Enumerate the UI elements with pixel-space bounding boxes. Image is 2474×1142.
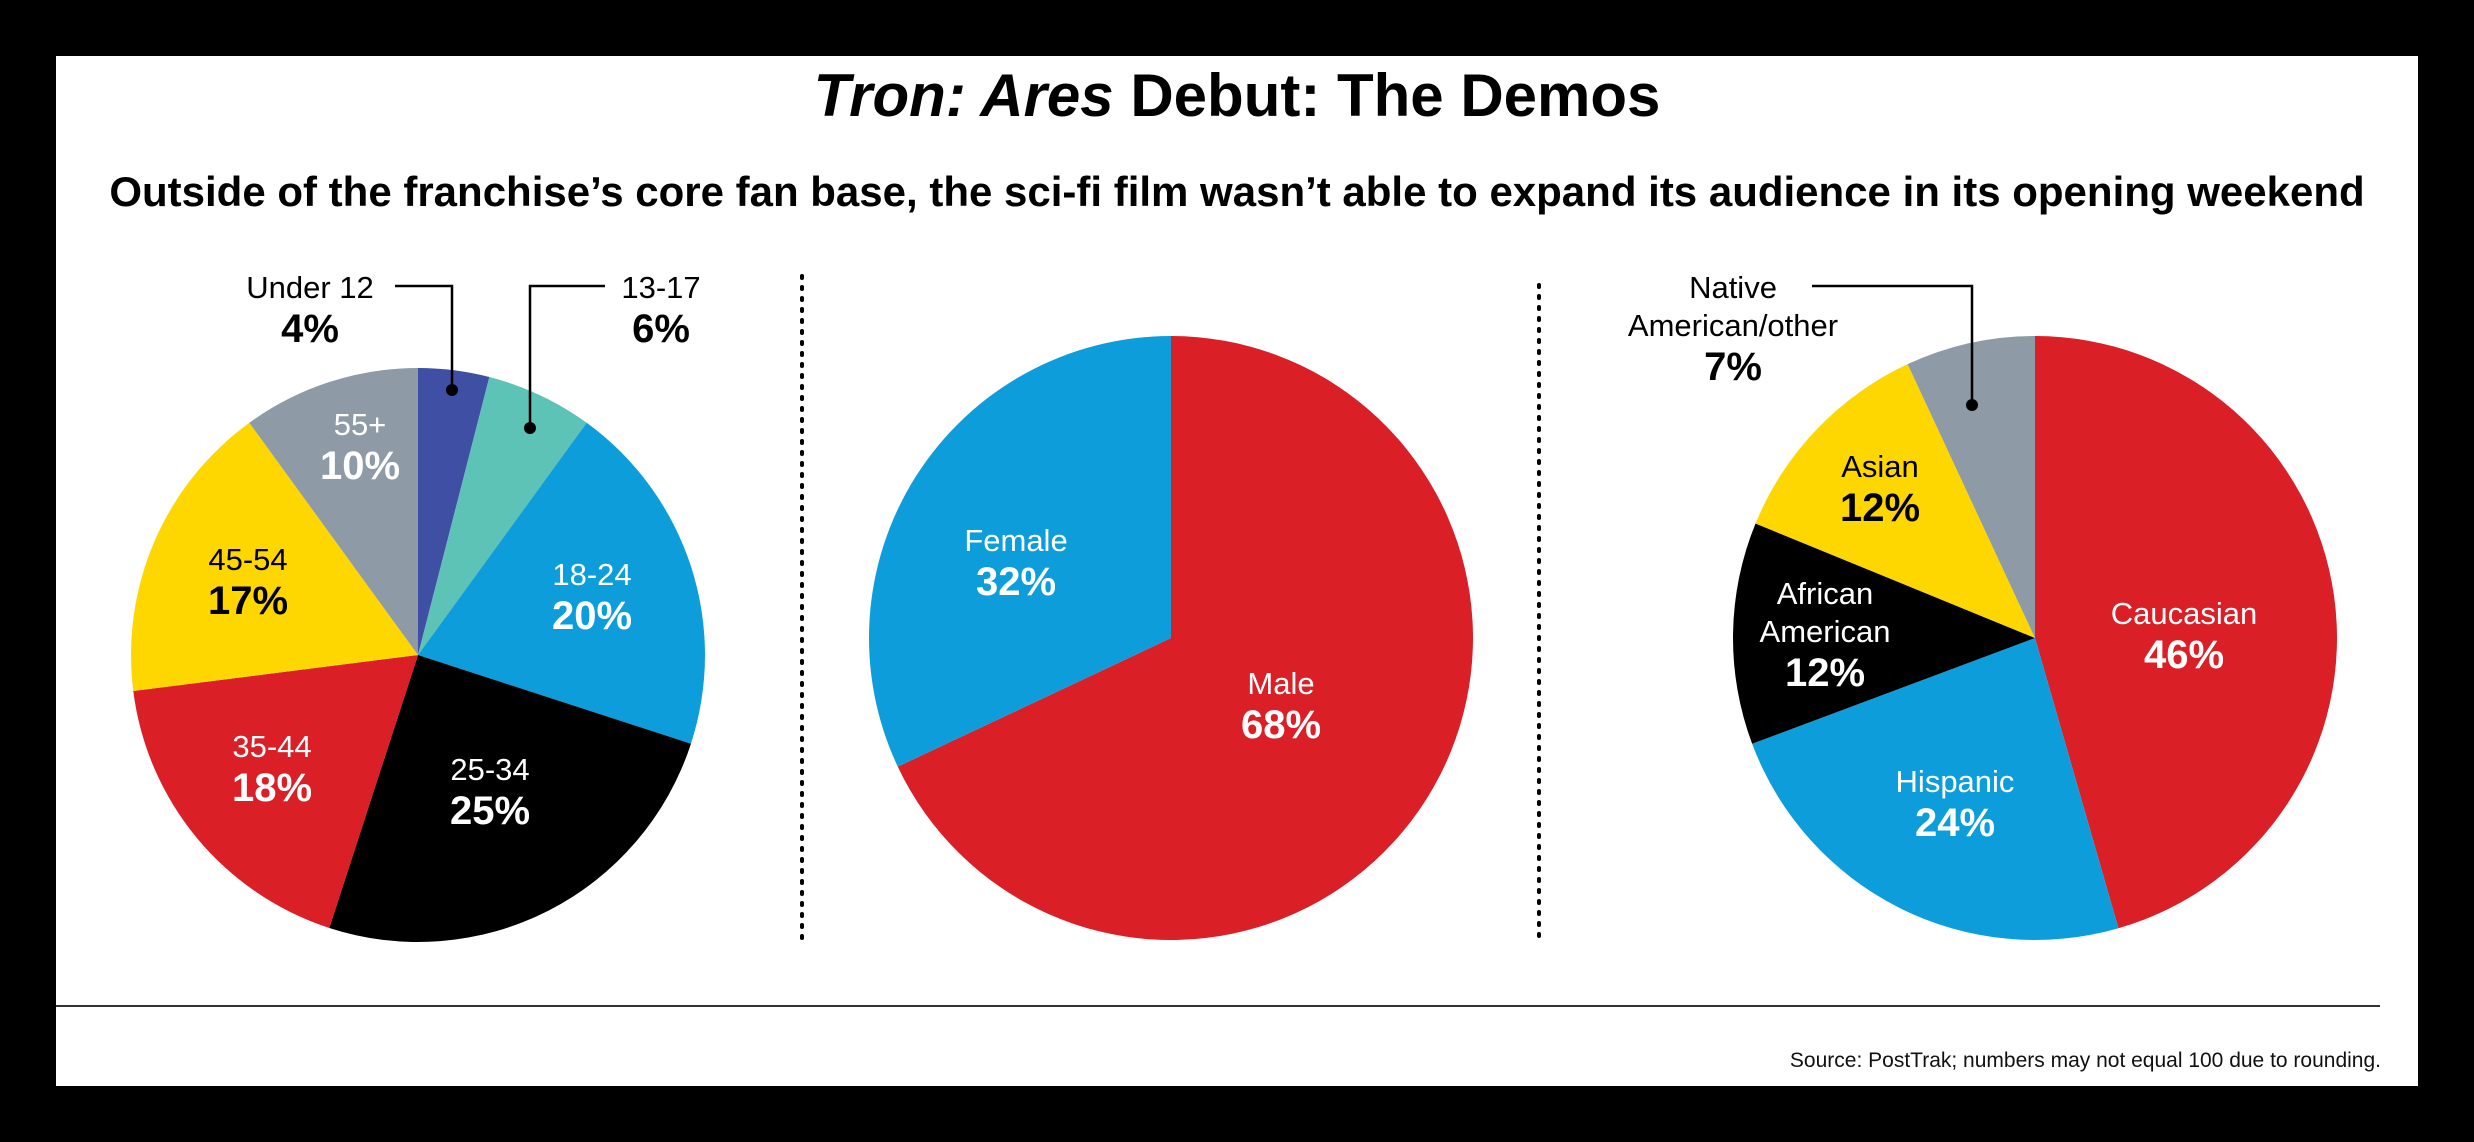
slice-hispanic-label: Hispanic (1896, 764, 2015, 799)
slice-native-american-other-leader-line (1812, 284, 1974, 405)
slice-45-54-label: 45-54 (208, 542, 287, 577)
slice-african-american-label: African (1777, 576, 1873, 611)
title-rest: Debut: The Demos (1113, 62, 1661, 129)
slice-13-17-value-label: 6% (632, 307, 690, 351)
slice-caucasian-value-label: 46% (2144, 633, 2224, 677)
footer-rule (56, 1005, 2380, 1007)
slice-under-12-leader-dot (446, 384, 458, 396)
title-italic: Tron: Ares (813, 62, 1114, 129)
slice-13-17-leader-dot (524, 422, 536, 434)
slice-55-value-label: 10% (320, 444, 400, 488)
slice-35-44-label: 35-44 (232, 729, 311, 764)
slice-native-american-other (1907, 336, 2035, 638)
slice-male-label: Male (1247, 666, 1314, 701)
source-note: Source: PostTrak; numbers may not equal … (1789, 1049, 2381, 1072)
slice-asian (1755, 364, 2035, 638)
slice-55 (249, 368, 418, 655)
slice-under-12-value-label: 4% (281, 307, 339, 351)
slice-hispanic-value-label: 24% (1915, 801, 1995, 845)
slice-african-american-label: American (1760, 614, 1891, 649)
slice-male-value-label: 68% (1241, 703, 1321, 747)
slice-native-american-other-value-label: 7% (1704, 345, 1762, 389)
chart-subtitle: Outside of the franchise’s core fan base… (109, 168, 2365, 215)
slice-under-12 (418, 368, 490, 655)
slice-18-24 (418, 422, 705, 744)
slice-male (897, 336, 1473, 941)
slice-native-american-other-label: Native (1689, 270, 1777, 305)
slice-african-american (1733, 523, 2035, 744)
slice-asian-value-label: 12% (1840, 486, 1920, 530)
slice-13-17 (418, 377, 587, 655)
slice-55-label: 55+ (334, 407, 387, 442)
slice-female (868, 336, 1171, 767)
slice-caucasian-label: Caucasian (2111, 596, 2257, 631)
slice-caucasian (2035, 336, 2337, 929)
slice-native-american-other-label: American/other (1628, 308, 1838, 343)
slice-25-34-value-label: 25% (450, 789, 530, 833)
slice-25-34-label: 25-34 (450, 752, 529, 787)
slice-native-american-other-leader-dot (1966, 399, 1978, 411)
slice-35-44 (133, 655, 418, 928)
slice-35-44-value-label: 18% (232, 766, 312, 810)
chart-title: Tron: Ares Debut: The Demos (0, 66, 2474, 126)
slice-hispanic (1752, 638, 2119, 940)
slice-13-17-leader-line (528, 284, 605, 428)
slice-asian-label: Asian (1841, 449, 1919, 484)
slice-45-54 (130, 422, 418, 691)
slice-female-value-label: 32% (976, 560, 1056, 604)
slice-18-24-value-label: 20% (552, 594, 632, 638)
slice-13-17-label: 13-17 (621, 270, 700, 305)
slice-female-label: Female (964, 523, 1067, 558)
slice-18-24-label: 18-24 (552, 557, 631, 592)
ethnicity-pie: Caucasian46%Hispanic24%AfricanAmerican12… (1628, 270, 2337, 940)
slice-under-12-label: Under 12 (246, 270, 374, 305)
slice-african-american-value-label: 12% (1785, 651, 1865, 695)
slice-under-12-leader-line (395, 284, 454, 390)
slice-25-34 (329, 655, 691, 942)
slice-45-54-value-label: 17% (208, 579, 288, 623)
